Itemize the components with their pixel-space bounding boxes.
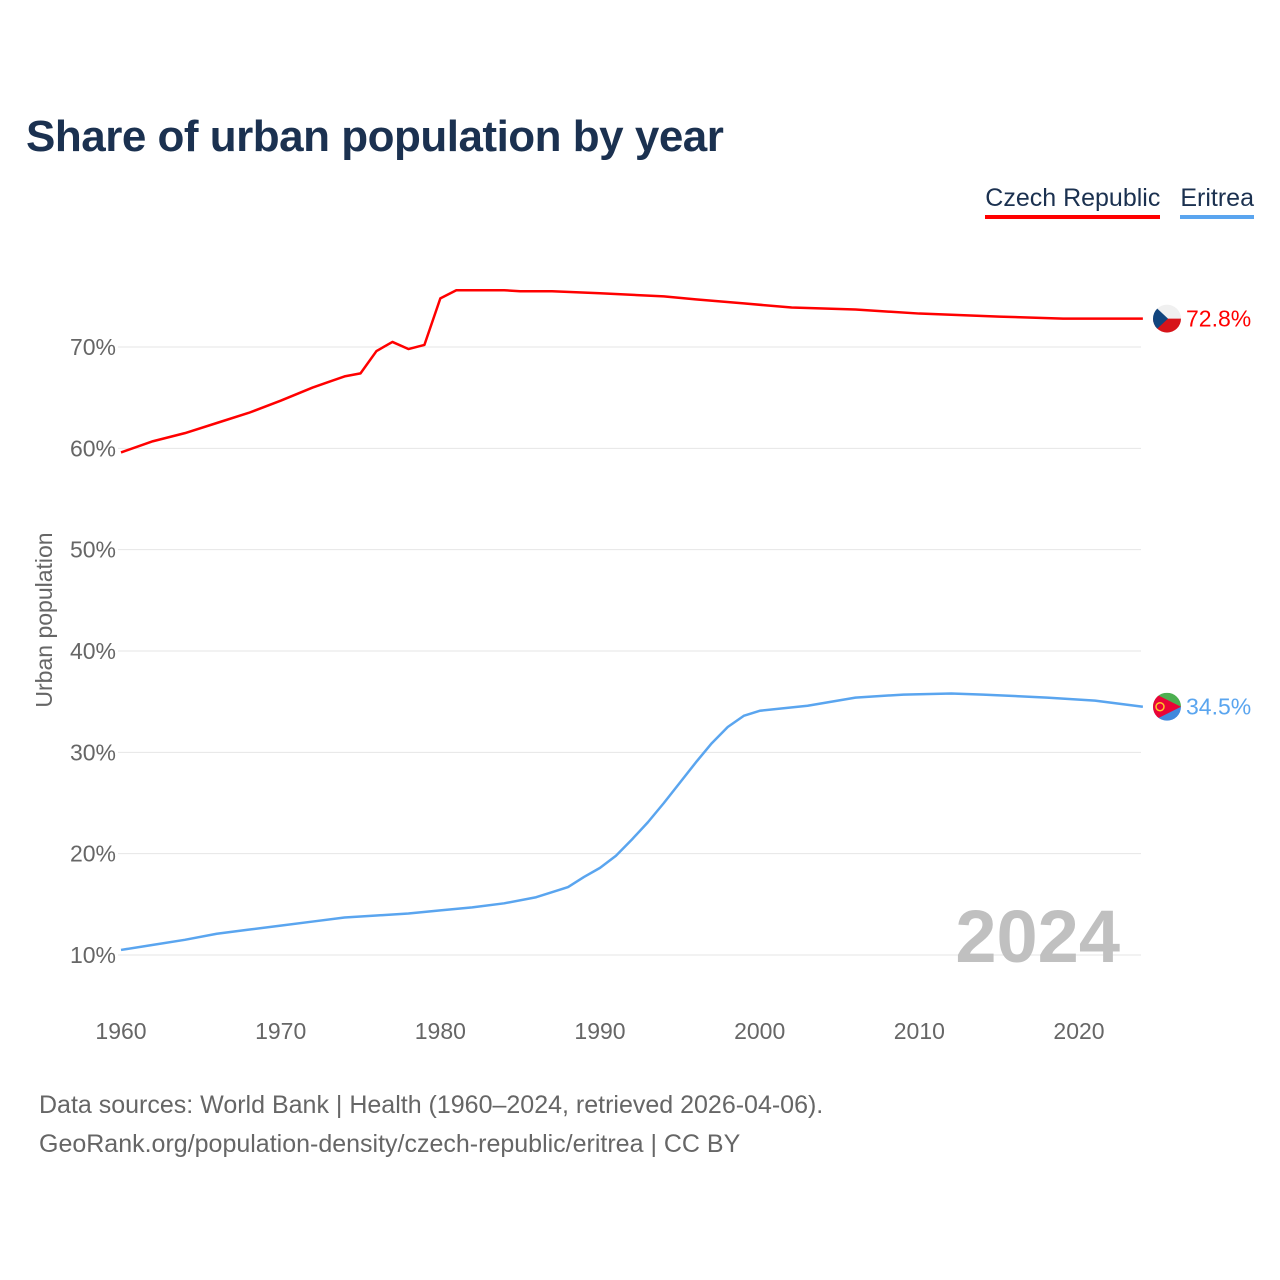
y-tick-label: 70% xyxy=(70,334,116,360)
x-tick-label: 1960 xyxy=(95,1018,146,1044)
year-watermark: 2024 xyxy=(955,895,1120,978)
x-tick-label: 2010 xyxy=(894,1018,945,1044)
legend-item-eritrea[interactable]: Eritrea xyxy=(1180,184,1254,219)
source-link[interactable]: GeoRank.org/population-density/czech-rep… xyxy=(39,1130,741,1158)
legend-item-czech-republic[interactable]: Czech Republic xyxy=(985,184,1161,219)
footer: Data sources: World Bank | Health (1960–… xyxy=(39,1086,823,1164)
y-tick-label: 30% xyxy=(70,739,116,765)
y-axis-label: Urban population xyxy=(31,532,57,707)
chart-title: Share of urban population by year xyxy=(26,112,724,161)
y-tick-label: 20% xyxy=(70,841,116,867)
data-sources: Data sources: World Bank | Health (1960–… xyxy=(39,1091,824,1119)
x-tick-label: 1990 xyxy=(574,1018,625,1044)
x-tick-label: 1970 xyxy=(255,1018,306,1044)
y-tick-label: 50% xyxy=(70,537,116,563)
y-tick-label: 60% xyxy=(70,435,116,461)
end-label-eritrea: 34.5% xyxy=(1186,694,1251,720)
x-tick-label: 1980 xyxy=(415,1018,466,1044)
series-line-eritrea xyxy=(120,692,1144,952)
end-label-czech-republic: 72.8% xyxy=(1186,306,1251,332)
flag-eritrea-icon xyxy=(1153,692,1181,721)
flag-czech-republic-icon xyxy=(1153,304,1181,333)
series-line-czech-republic xyxy=(120,289,1143,454)
x-tick-label: 2020 xyxy=(1053,1018,1104,1044)
legend: Czech Republic Eritrea xyxy=(985,184,1254,219)
y-tick-label: 10% xyxy=(70,942,116,968)
x-tick-label: 2000 xyxy=(734,1018,785,1044)
y-tick-label: 40% xyxy=(70,638,116,664)
